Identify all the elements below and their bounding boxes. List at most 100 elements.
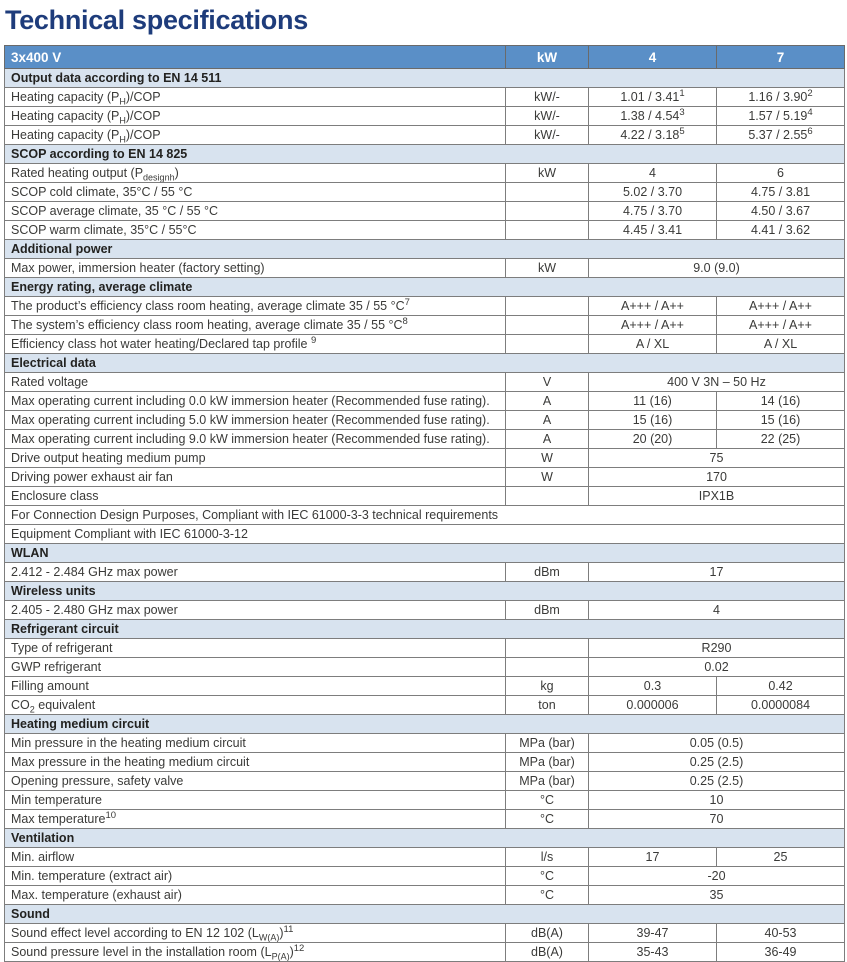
section-row: Additional power <box>4 239 845 259</box>
spec-row: SCOP warm climate, 35°C / 55°C 4.45 / 3.4… <box>4 220 845 240</box>
spec-row: Min pressure in the heating medium circu… <box>4 733 845 753</box>
row-label: Min pressure in the heating medium circu… <box>4 733 506 753</box>
row-value-model7: 22 (25) <box>716 429 845 449</box>
row-value-model4: 0.3 <box>588 676 717 696</box>
spec-row: Efficiency class hot water heating/Decla… <box>4 334 845 354</box>
row-label: Heating capacity (PH)/COP <box>4 125 506 145</box>
section-row: Wireless units <box>4 581 845 601</box>
row-unit: A <box>505 410 589 430</box>
spec-table-body: Output data according to EN 14 511 Heatin… <box>4 68 845 962</box>
spec-row: Type of refrigerant R290 <box>4 638 845 658</box>
section-row: Refrigerant circuit <box>4 619 845 639</box>
section-title: Wireless units <box>4 581 845 601</box>
spec-row: Max. temperature (exhaust air) °C 35 <box>4 885 845 905</box>
row-label: Opening pressure, safety valve <box>4 771 506 791</box>
row-value-model7: 40-53 <box>716 923 845 943</box>
spec-row: Heating capacity (PH)/COP kW/- 1.38 / 4.54… <box>4 106 845 126</box>
row-value-model7: 6 <box>716 163 845 183</box>
spec-row: Min temperature °C 10 <box>4 790 845 810</box>
row-value-model4: 4.22 / 3.185 <box>588 125 717 145</box>
section-title: Electrical data <box>4 353 845 373</box>
table-header-row: 3x400 V kW 4 7 <box>4 45 845 69</box>
row-value-model7: 0.0000084 <box>716 695 845 715</box>
row-value-model7: 14 (16) <box>716 391 845 411</box>
section-title: Sound <box>4 904 845 924</box>
row-unit: °C <box>505 809 589 829</box>
row-label: SCOP average climate, 35 °C / 55 °C <box>4 201 506 221</box>
row-unit: W <box>505 448 589 468</box>
section-row: Ventilation <box>4 828 845 848</box>
row-value-model4: 39-47 <box>588 923 717 943</box>
row-unit: °C <box>505 866 589 886</box>
row-value-model7: 1.57 / 5.194 <box>716 106 845 126</box>
row-value-model4: 1.01 / 3.411 <box>588 87 717 107</box>
row-label: Min. temperature (extract air) <box>4 866 506 886</box>
row-value-span: 70 <box>588 809 845 829</box>
spec-row: Sound pressure level in the installation… <box>4 942 845 962</box>
spec-row: 2.412 - 2.484 GHz max power dBm 17 <box>4 562 845 582</box>
spec-row: The system’s efficiency class room heati… <box>4 315 845 335</box>
spec-row: CO2 equivalent ton 0.000006 0.0000084 <box>4 695 845 715</box>
row-value-model7: A+++ / A++ <box>716 315 845 335</box>
row-unit: °C <box>505 790 589 810</box>
row-unit: dBm <box>505 562 589 582</box>
row-unit: MPa (bar) <box>505 771 589 791</box>
row-unit: kW/- <box>505 87 589 107</box>
row-label: Filling amount <box>4 676 506 696</box>
note-text: Equipment Compliant with IEC 61000-3-12 <box>4 524 845 544</box>
spec-row: Max operating current including 0.0 kW i… <box>4 391 845 411</box>
row-unit: l/s <box>505 847 589 867</box>
row-label: Type of refrigerant <box>4 638 506 658</box>
row-unit <box>505 220 589 240</box>
section-title: Energy rating, average climate <box>4 277 845 297</box>
row-value-model4: 1.38 / 4.543 <box>588 106 717 126</box>
note-row: For Connection Design Purposes, Complian… <box>4 505 845 525</box>
row-label: Min temperature <box>4 790 506 810</box>
row-value-span: 0.02 <box>588 657 845 677</box>
row-value-model7: 0.42 <box>716 676 845 696</box>
spec-row: Min. temperature (extract air) °C -20 <box>4 866 845 886</box>
row-label: Drive output heating medium pump <box>4 448 506 468</box>
row-unit <box>505 315 589 335</box>
row-value-span: 17 <box>588 562 845 582</box>
row-unit: kg <box>505 676 589 696</box>
row-label: Enclosure class <box>4 486 506 506</box>
row-label: The product’s efficiency class room heat… <box>4 296 506 316</box>
row-unit: W <box>505 467 589 487</box>
row-value-model4: 20 (20) <box>588 429 717 449</box>
spec-row: Drive output heating medium pump W 75 <box>4 448 845 468</box>
row-unit: MPa (bar) <box>505 752 589 772</box>
row-label: SCOP cold climate, 35°C / 55 °C <box>4 182 506 202</box>
section-row: SCOP according to EN 14 825 <box>4 144 845 164</box>
section-title: Refrigerant circuit <box>4 619 845 639</box>
row-label: Max temperature10 <box>4 809 506 829</box>
row-value-model4: A+++ / A++ <box>588 315 717 335</box>
row-unit: dB(A) <box>505 923 589 943</box>
section-row: Sound <box>4 904 845 924</box>
row-label: The system’s efficiency class room heati… <box>4 315 506 335</box>
row-value-model4: 17 <box>588 847 717 867</box>
spec-row: Opening pressure, safety valve MPa (bar) 0… <box>4 771 845 791</box>
page-title: Technical specifications <box>5 5 308 35</box>
section-title: Additional power <box>4 239 845 259</box>
row-unit: kW <box>505 163 589 183</box>
row-value-model4: 15 (16) <box>588 410 717 430</box>
spec-row: Heating capacity (PH)/COP kW/- 4.22 / 3.18… <box>4 125 845 145</box>
spec-row: Max operating current including 5.0 kW i… <box>4 410 845 430</box>
spec-row: Rated voltage V 400 V 3N – 50 Hz <box>4 372 845 392</box>
row-label: Max pressure in the heating medium circu… <box>4 752 506 772</box>
row-label: Heating capacity (PH)/COP <box>4 87 506 107</box>
row-unit: kW <box>505 258 589 278</box>
spec-table: 3x400 V kW 4 7 Output data according to … <box>4 45 845 962</box>
section-row: Electrical data <box>4 353 845 373</box>
row-unit: dBm <box>505 600 589 620</box>
section-row: WLAN <box>4 543 845 563</box>
row-label: Max power, immersion heater (factory set… <box>4 258 506 278</box>
row-value-model7: 5.37 / 2.556 <box>716 125 845 145</box>
row-value-span: -20 <box>588 866 845 886</box>
row-value-span: 0.25 (2.5) <box>588 752 845 772</box>
spec-row: Rated heating output (Pdesignh) kW 4 6 <box>4 163 845 183</box>
header-model-4: 4 <box>588 45 717 69</box>
section-title: SCOP according to EN 14 825 <box>4 144 845 164</box>
row-value-model4: A / XL <box>588 334 717 354</box>
